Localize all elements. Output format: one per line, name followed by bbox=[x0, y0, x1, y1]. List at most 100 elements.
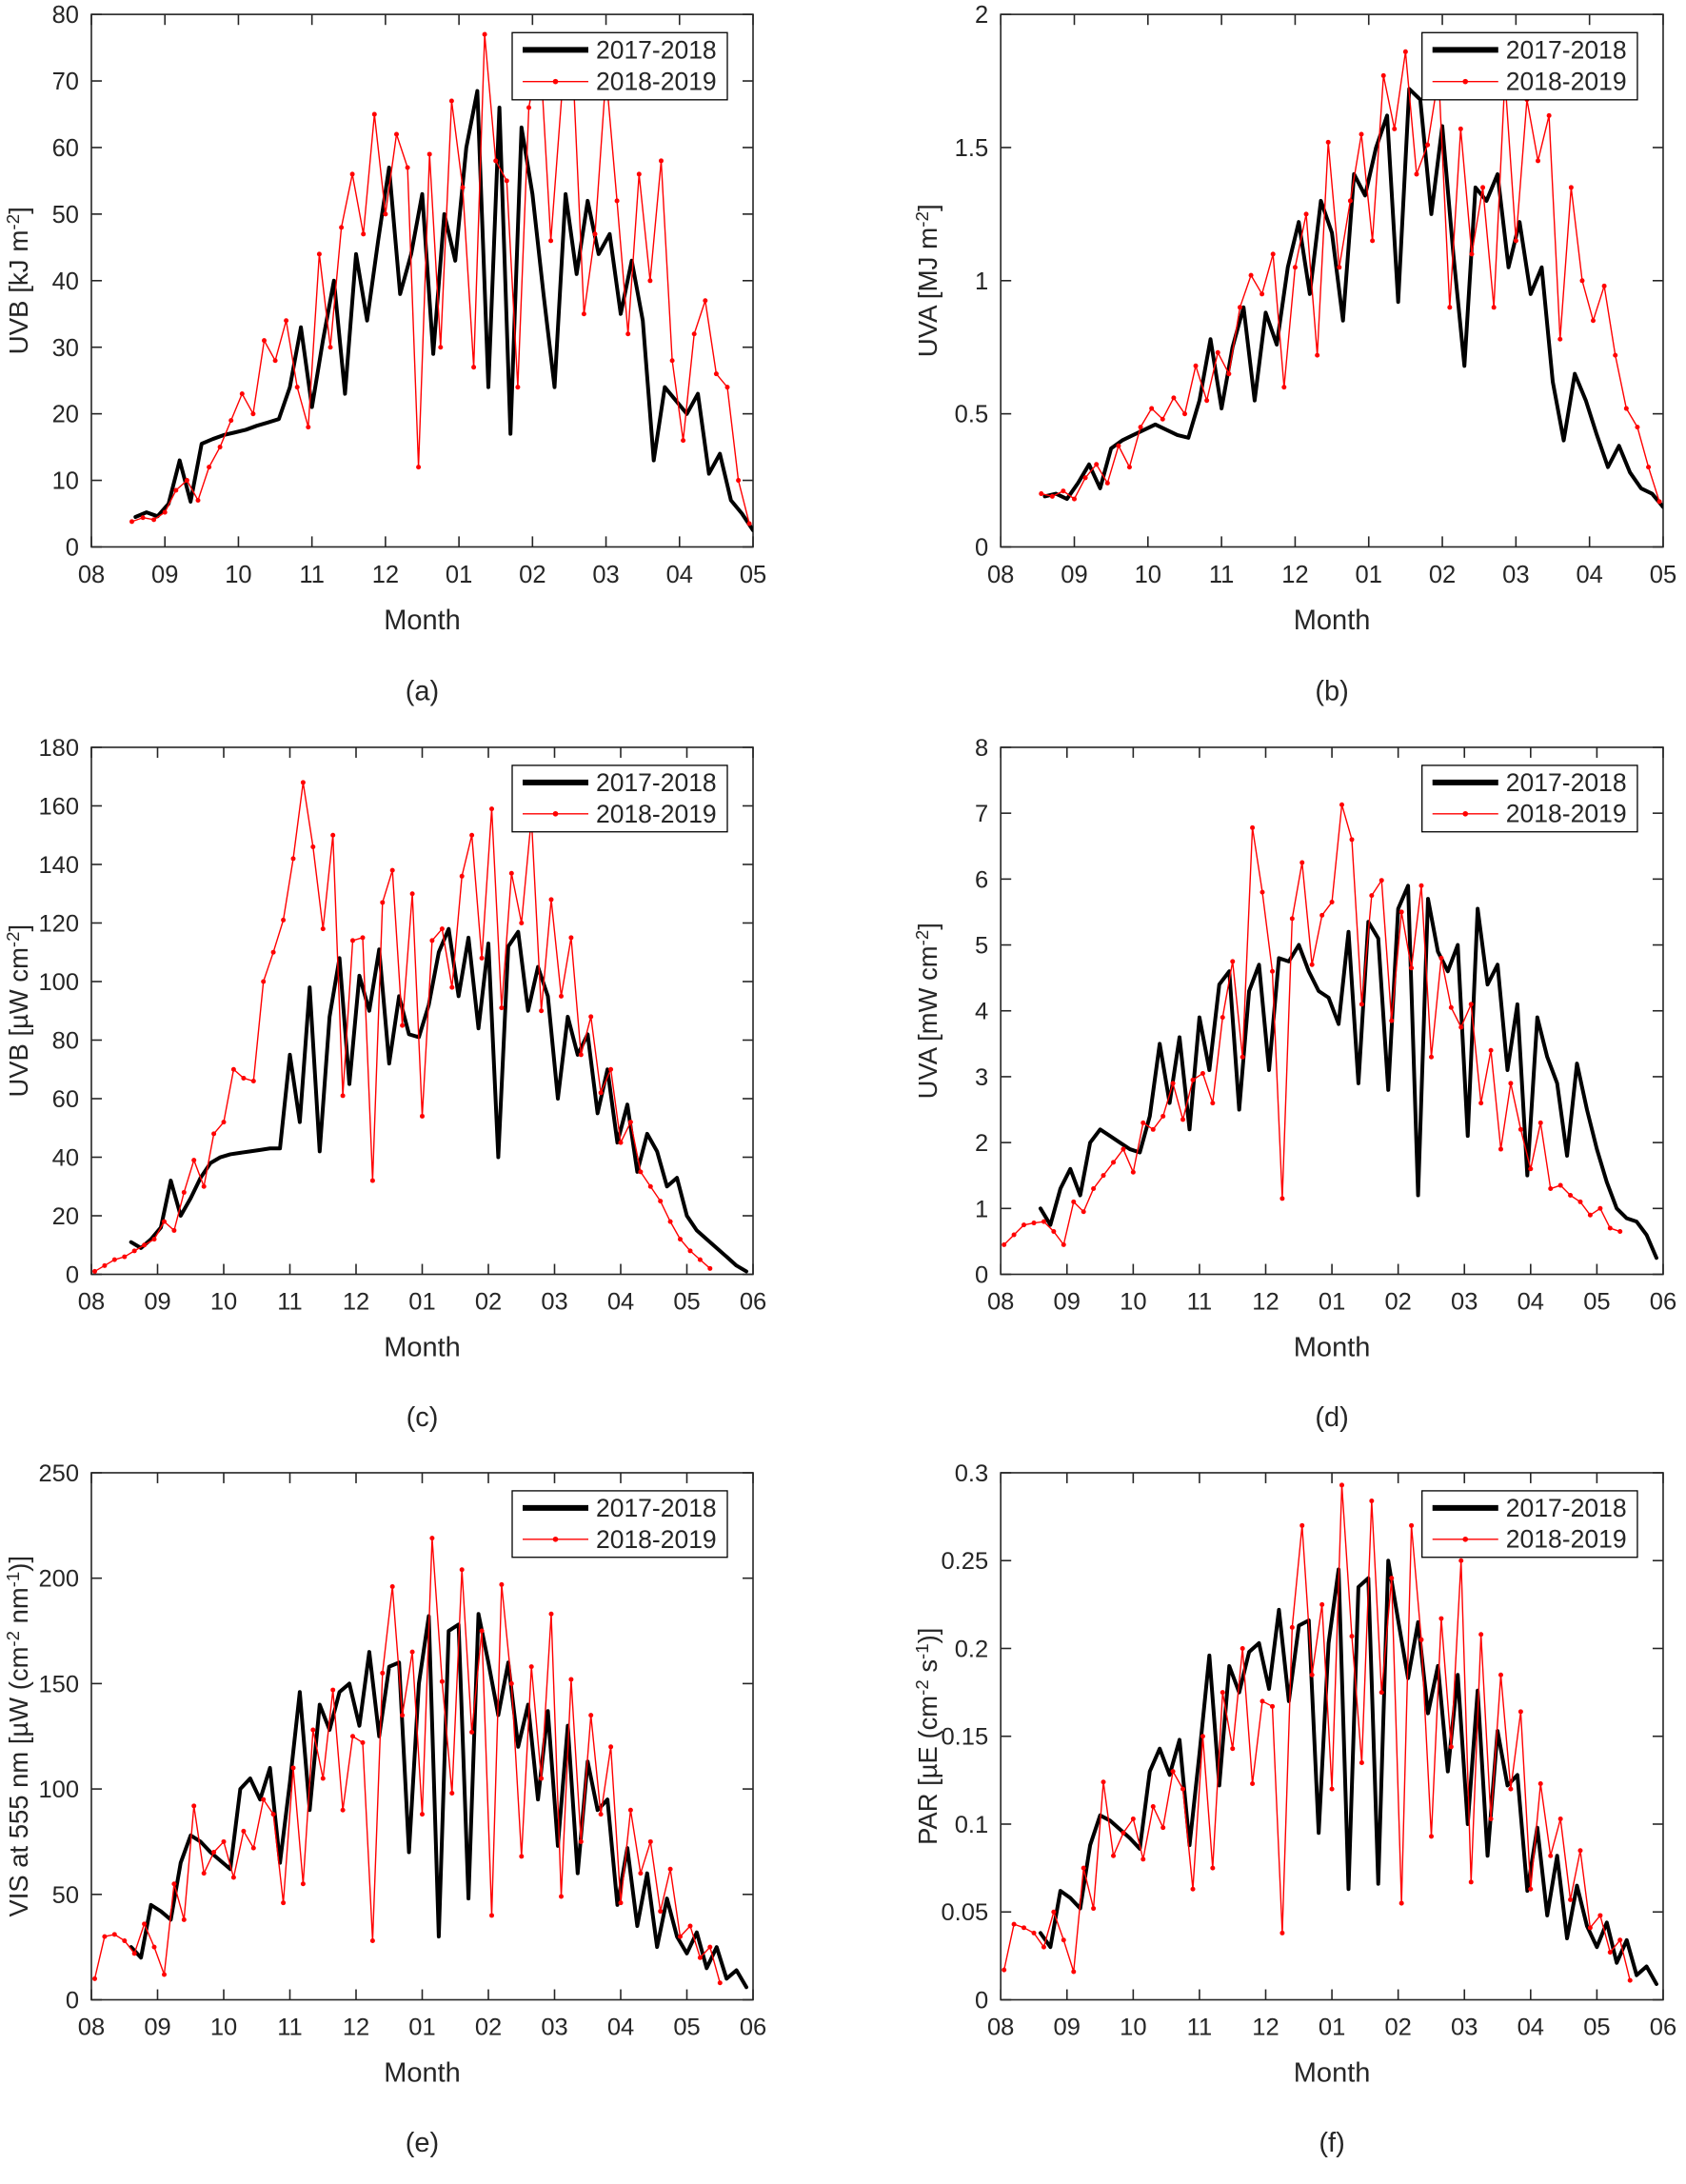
series-marker-2018-2019 bbox=[1002, 1967, 1007, 1973]
series-marker-2018-2019 bbox=[250, 1845, 256, 1851]
series-marker-2018-2019 bbox=[1568, 1896, 1574, 1902]
y-tick-label: 2 bbox=[975, 1130, 988, 1157]
series-marker-2018-2019 bbox=[1180, 1117, 1186, 1122]
series-marker-2018-2019 bbox=[1031, 1930, 1037, 1936]
series-marker-2018-2019 bbox=[1319, 912, 1325, 918]
x-tick-label: 10 bbox=[210, 2014, 237, 2040]
series-marker-2018-2019 bbox=[310, 844, 316, 849]
series-marker-2018-2019 bbox=[140, 515, 146, 521]
series-marker-2018-2019 bbox=[528, 1664, 534, 1670]
subplot-caption: (b) bbox=[1315, 677, 1348, 707]
series-marker-2018-2019 bbox=[211, 1850, 217, 1856]
series-marker-2018-2019 bbox=[746, 521, 752, 526]
plot-area bbox=[1002, 1482, 1658, 1986]
series-marker-2018-2019 bbox=[383, 211, 388, 217]
series-marker-2018-2019 bbox=[228, 418, 234, 424]
series-marker-2018-2019 bbox=[409, 1649, 415, 1655]
y-axis-label: UVB [µW cm-2] bbox=[3, 924, 33, 1098]
series-marker-2018-2019 bbox=[568, 935, 574, 941]
series-marker-2018-2019 bbox=[340, 1093, 346, 1099]
series-marker-2018-2019 bbox=[1171, 395, 1177, 401]
series-marker-2018-2019 bbox=[1458, 1024, 1464, 1030]
series-marker-2018-2019 bbox=[1480, 185, 1486, 190]
legend-label: 2017-2018 bbox=[1506, 768, 1627, 797]
series-marker-2018-2019 bbox=[420, 1113, 425, 1119]
x-tick-label: 03 bbox=[1451, 2014, 1478, 2040]
series-marker-2018-2019 bbox=[687, 1923, 693, 1929]
legend-marker-sample bbox=[552, 78, 559, 85]
series-marker-2018-2019 bbox=[1210, 1865, 1216, 1871]
series-marker-2018-2019 bbox=[230, 1875, 236, 1880]
series-marker-2018-2019 bbox=[1635, 425, 1640, 430]
series-marker-2018-2019 bbox=[1270, 1703, 1276, 1709]
x-axis-label: Month bbox=[384, 2057, 461, 2088]
y-tick-label: 250 bbox=[38, 1460, 79, 1487]
x-tick-label: 03 bbox=[1451, 1288, 1478, 1315]
series-marker-2018-2019 bbox=[1160, 416, 1165, 422]
series-marker-2018-2019 bbox=[438, 345, 444, 350]
series-marker-2018-2019 bbox=[717, 1980, 723, 1986]
series-marker-2018-2019 bbox=[1309, 962, 1315, 967]
series-marker-2018-2019 bbox=[230, 1066, 236, 1072]
series-marker-2018-2019 bbox=[1448, 1744, 1454, 1750]
series-marker-2018-2019 bbox=[1303, 211, 1309, 217]
y-tick-label: 80 bbox=[52, 2, 79, 29]
series-marker-2018-2019 bbox=[489, 806, 494, 812]
x-tick-label: 11 bbox=[1187, 1288, 1213, 1315]
legend-label: 2017-2018 bbox=[596, 35, 717, 64]
series-marker-2018-2019 bbox=[1478, 1101, 1484, 1106]
x-tick-label: 05 bbox=[1583, 1288, 1610, 1315]
x-tick-label: 04 bbox=[607, 1288, 634, 1315]
series-marker-2018-2019 bbox=[707, 1944, 713, 1950]
chart-svg-c: 08 09 10 11 12 01 02 03 04 05 06 0 20 40 60 80 100 120 140… bbox=[3, 735, 766, 1433]
x-tick-label: 04 bbox=[1517, 2014, 1544, 2040]
series-marker-2018-2019 bbox=[1071, 1969, 1077, 1975]
series-marker-2018-2019 bbox=[460, 185, 466, 190]
series-marker-2018-2019 bbox=[92, 1976, 97, 1981]
series-marker-2018-2019 bbox=[340, 1807, 346, 1813]
y-tick-label: 30 bbox=[52, 335, 79, 362]
chart-svg-b: 08 09 10 11 12 01 02 03 04 05 0 0.5 1 1.5 2 UVA [MJ m-2… bbox=[912, 2, 1676, 707]
series-marker-2018-2019 bbox=[471, 365, 477, 370]
series-marker-2018-2019 bbox=[1270, 968, 1276, 974]
series-marker-2018-2019 bbox=[162, 1972, 167, 1977]
series-marker-2018-2019 bbox=[1325, 139, 1331, 145]
series-marker-2018-2019 bbox=[1248, 272, 1254, 278]
legend-box bbox=[511, 764, 728, 833]
series-marker-2018-2019 bbox=[111, 1257, 117, 1262]
series-marker-2018-2019 bbox=[1149, 406, 1155, 411]
y-tick-label: 0 bbox=[975, 1262, 988, 1289]
series-marker-2018-2019 bbox=[281, 1900, 287, 1906]
series-marker-2018-2019 bbox=[598, 1090, 604, 1096]
series-marker-2018-2019 bbox=[1409, 1522, 1415, 1528]
series-marker-2018-2019 bbox=[1508, 1081, 1514, 1086]
series-marker-2018-2019 bbox=[1240, 1054, 1245, 1060]
series-marker-2018-2019 bbox=[1349, 1634, 1355, 1639]
series-marker-2018-2019 bbox=[360, 935, 366, 941]
series-marker-2018-2019 bbox=[162, 509, 168, 515]
series-marker-2018-2019 bbox=[369, 1937, 375, 1943]
plot-area bbox=[1002, 802, 1658, 1261]
series-marker-2018-2019 bbox=[294, 385, 300, 390]
series-marker-2018-2019 bbox=[1292, 265, 1298, 270]
series-marker-2018-2019 bbox=[1081, 1865, 1086, 1871]
legend-label: 2017-2018 bbox=[596, 768, 717, 797]
y-tick-label: 120 bbox=[38, 910, 79, 937]
x-tick-label: 12 bbox=[1281, 562, 1308, 588]
x-tick-label: 03 bbox=[1502, 562, 1529, 588]
y-tick-label: 0 bbox=[66, 1262, 79, 1289]
series-marker-2018-2019 bbox=[1240, 1645, 1245, 1651]
series-marker-2018-2019 bbox=[102, 1262, 108, 1268]
series-marker-2018-2019 bbox=[1536, 158, 1541, 164]
series-marker-2018-2019 bbox=[1150, 1126, 1156, 1132]
series-marker-2018-2019 bbox=[647, 278, 653, 284]
series-marker-2018-2019 bbox=[1627, 1977, 1633, 1983]
series-marker-2018-2019 bbox=[1438, 1616, 1444, 1621]
series-marker-2018-2019 bbox=[1215, 349, 1220, 355]
series-marker-2018-2019 bbox=[627, 1807, 633, 1813]
series-marker-2018-2019 bbox=[1116, 443, 1121, 448]
series-marker-2018-2019 bbox=[614, 198, 620, 204]
series-marker-2018-2019 bbox=[1226, 371, 1232, 377]
plot-area bbox=[92, 780, 748, 1274]
